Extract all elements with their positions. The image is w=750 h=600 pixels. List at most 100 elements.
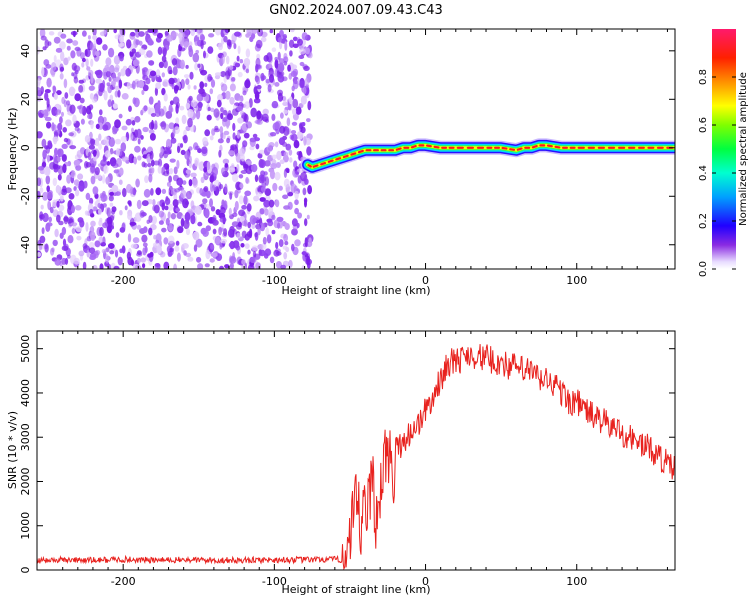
noise-speckle bbox=[95, 37, 103, 45]
noise-speckle bbox=[271, 214, 276, 221]
noise-speckle bbox=[44, 243, 49, 253]
noise-speckle bbox=[236, 131, 240, 139]
noise-speckle bbox=[157, 78, 162, 83]
noise-speckle bbox=[302, 86, 307, 95]
noise-speckle bbox=[278, 239, 284, 248]
noise-speckle bbox=[180, 59, 186, 70]
noise-speckle bbox=[193, 142, 199, 151]
noise-speckle bbox=[176, 159, 180, 169]
noise-speckle bbox=[180, 218, 185, 227]
noise-speckle bbox=[74, 69, 79, 75]
noise-speckle bbox=[90, 163, 96, 174]
noise-speckle bbox=[131, 127, 134, 133]
noise-speckle bbox=[219, 227, 224, 232]
noise-speckle bbox=[39, 235, 46, 244]
noise-speckle bbox=[241, 230, 247, 238]
noise-speckle bbox=[55, 184, 61, 194]
snr-ytick-label: 4000 bbox=[19, 379, 32, 407]
noise-speckle bbox=[185, 64, 189, 69]
noise-speckle bbox=[197, 221, 203, 227]
noise-speckle bbox=[276, 150, 282, 161]
noise-speckle bbox=[158, 210, 165, 218]
noise-speckle bbox=[76, 235, 82, 241]
colorbar-gradient bbox=[712, 29, 736, 269]
noise-speckle bbox=[99, 192, 105, 199]
noise-speckle bbox=[244, 101, 251, 109]
noise-speckle bbox=[119, 167, 124, 176]
noise-speckle bbox=[95, 123, 100, 130]
signal-peak bbox=[501, 146, 508, 150]
noise-speckle bbox=[109, 94, 114, 101]
noise-speckle bbox=[149, 150, 154, 160]
noise-speckle bbox=[289, 157, 293, 163]
snr-xtick-label: -100 bbox=[262, 575, 287, 588]
noise-speckle bbox=[150, 113, 157, 117]
noise-speckle bbox=[259, 159, 266, 169]
noise-speckle bbox=[172, 96, 180, 105]
noise-speckle bbox=[239, 216, 245, 223]
noise-speckle bbox=[259, 197, 266, 202]
noise-speckle bbox=[228, 255, 233, 264]
noise-speckle bbox=[295, 106, 302, 115]
noise-speckle bbox=[196, 187, 201, 194]
noise-speckle bbox=[167, 65, 173, 75]
noise-speckle bbox=[53, 55, 57, 63]
noise-speckle bbox=[59, 66, 65, 72]
noise-speckle bbox=[99, 217, 103, 223]
noise-speckle bbox=[92, 186, 99, 195]
noise-speckle bbox=[63, 137, 69, 143]
noise-speckle bbox=[74, 205, 82, 211]
noise-speckle bbox=[155, 69, 161, 78]
noise-speckle bbox=[101, 248, 107, 254]
noise-speckle bbox=[115, 232, 120, 238]
noise-speckle bbox=[47, 140, 52, 147]
noise-speckle bbox=[135, 178, 140, 188]
noise-speckle bbox=[301, 32, 308, 41]
noise-speckle bbox=[84, 49, 88, 57]
noise-speckle bbox=[142, 69, 146, 79]
noise-speckle bbox=[56, 90, 62, 96]
noise-speckle bbox=[168, 122, 175, 130]
noise-speckle bbox=[256, 110, 262, 120]
noise-speckle bbox=[229, 262, 234, 269]
noise-speckle bbox=[299, 48, 306, 55]
noise-speckle bbox=[161, 55, 167, 63]
noise-speckle bbox=[82, 243, 88, 249]
noise-speckle bbox=[75, 189, 80, 197]
noise-speckle bbox=[148, 227, 153, 236]
noise-speckle bbox=[256, 84, 262, 90]
noise-speckle bbox=[244, 79, 251, 89]
noise-speckle bbox=[242, 140, 248, 148]
noise-speckle bbox=[224, 163, 228, 168]
noise-speckle bbox=[258, 174, 265, 184]
noise-speckle bbox=[185, 228, 191, 236]
noise-speckle bbox=[245, 160, 252, 165]
noise-speckle bbox=[259, 208, 265, 215]
noise-speckle bbox=[175, 117, 180, 124]
noise-speckle bbox=[168, 104, 173, 114]
noise-speckle bbox=[271, 154, 278, 159]
noise-speckle bbox=[190, 29, 196, 37]
noise-speckle bbox=[37, 239, 42, 246]
noise-speckle bbox=[115, 147, 120, 157]
noise-speckle bbox=[280, 264, 287, 269]
signal-peak bbox=[426, 144, 432, 148]
noise-speckle bbox=[67, 56, 71, 61]
noise-speckle bbox=[60, 33, 67, 39]
noise-speckle bbox=[263, 55, 269, 62]
noise-speckle bbox=[117, 89, 121, 98]
noise-speckle bbox=[118, 113, 123, 119]
noise-speckle bbox=[255, 64, 261, 69]
noise-speckle bbox=[69, 145, 77, 150]
noise-speckle bbox=[65, 119, 72, 127]
noise-speckle bbox=[204, 82, 208, 87]
noise-speckle bbox=[307, 100, 312, 111]
noise-speckle bbox=[154, 120, 158, 129]
noise-speckle bbox=[50, 61, 57, 72]
noise-speckle bbox=[97, 203, 101, 208]
noise-speckle bbox=[269, 74, 274, 83]
noise-speckle bbox=[262, 108, 269, 116]
noise-speckle bbox=[294, 207, 299, 215]
noise-speckle bbox=[70, 50, 76, 59]
